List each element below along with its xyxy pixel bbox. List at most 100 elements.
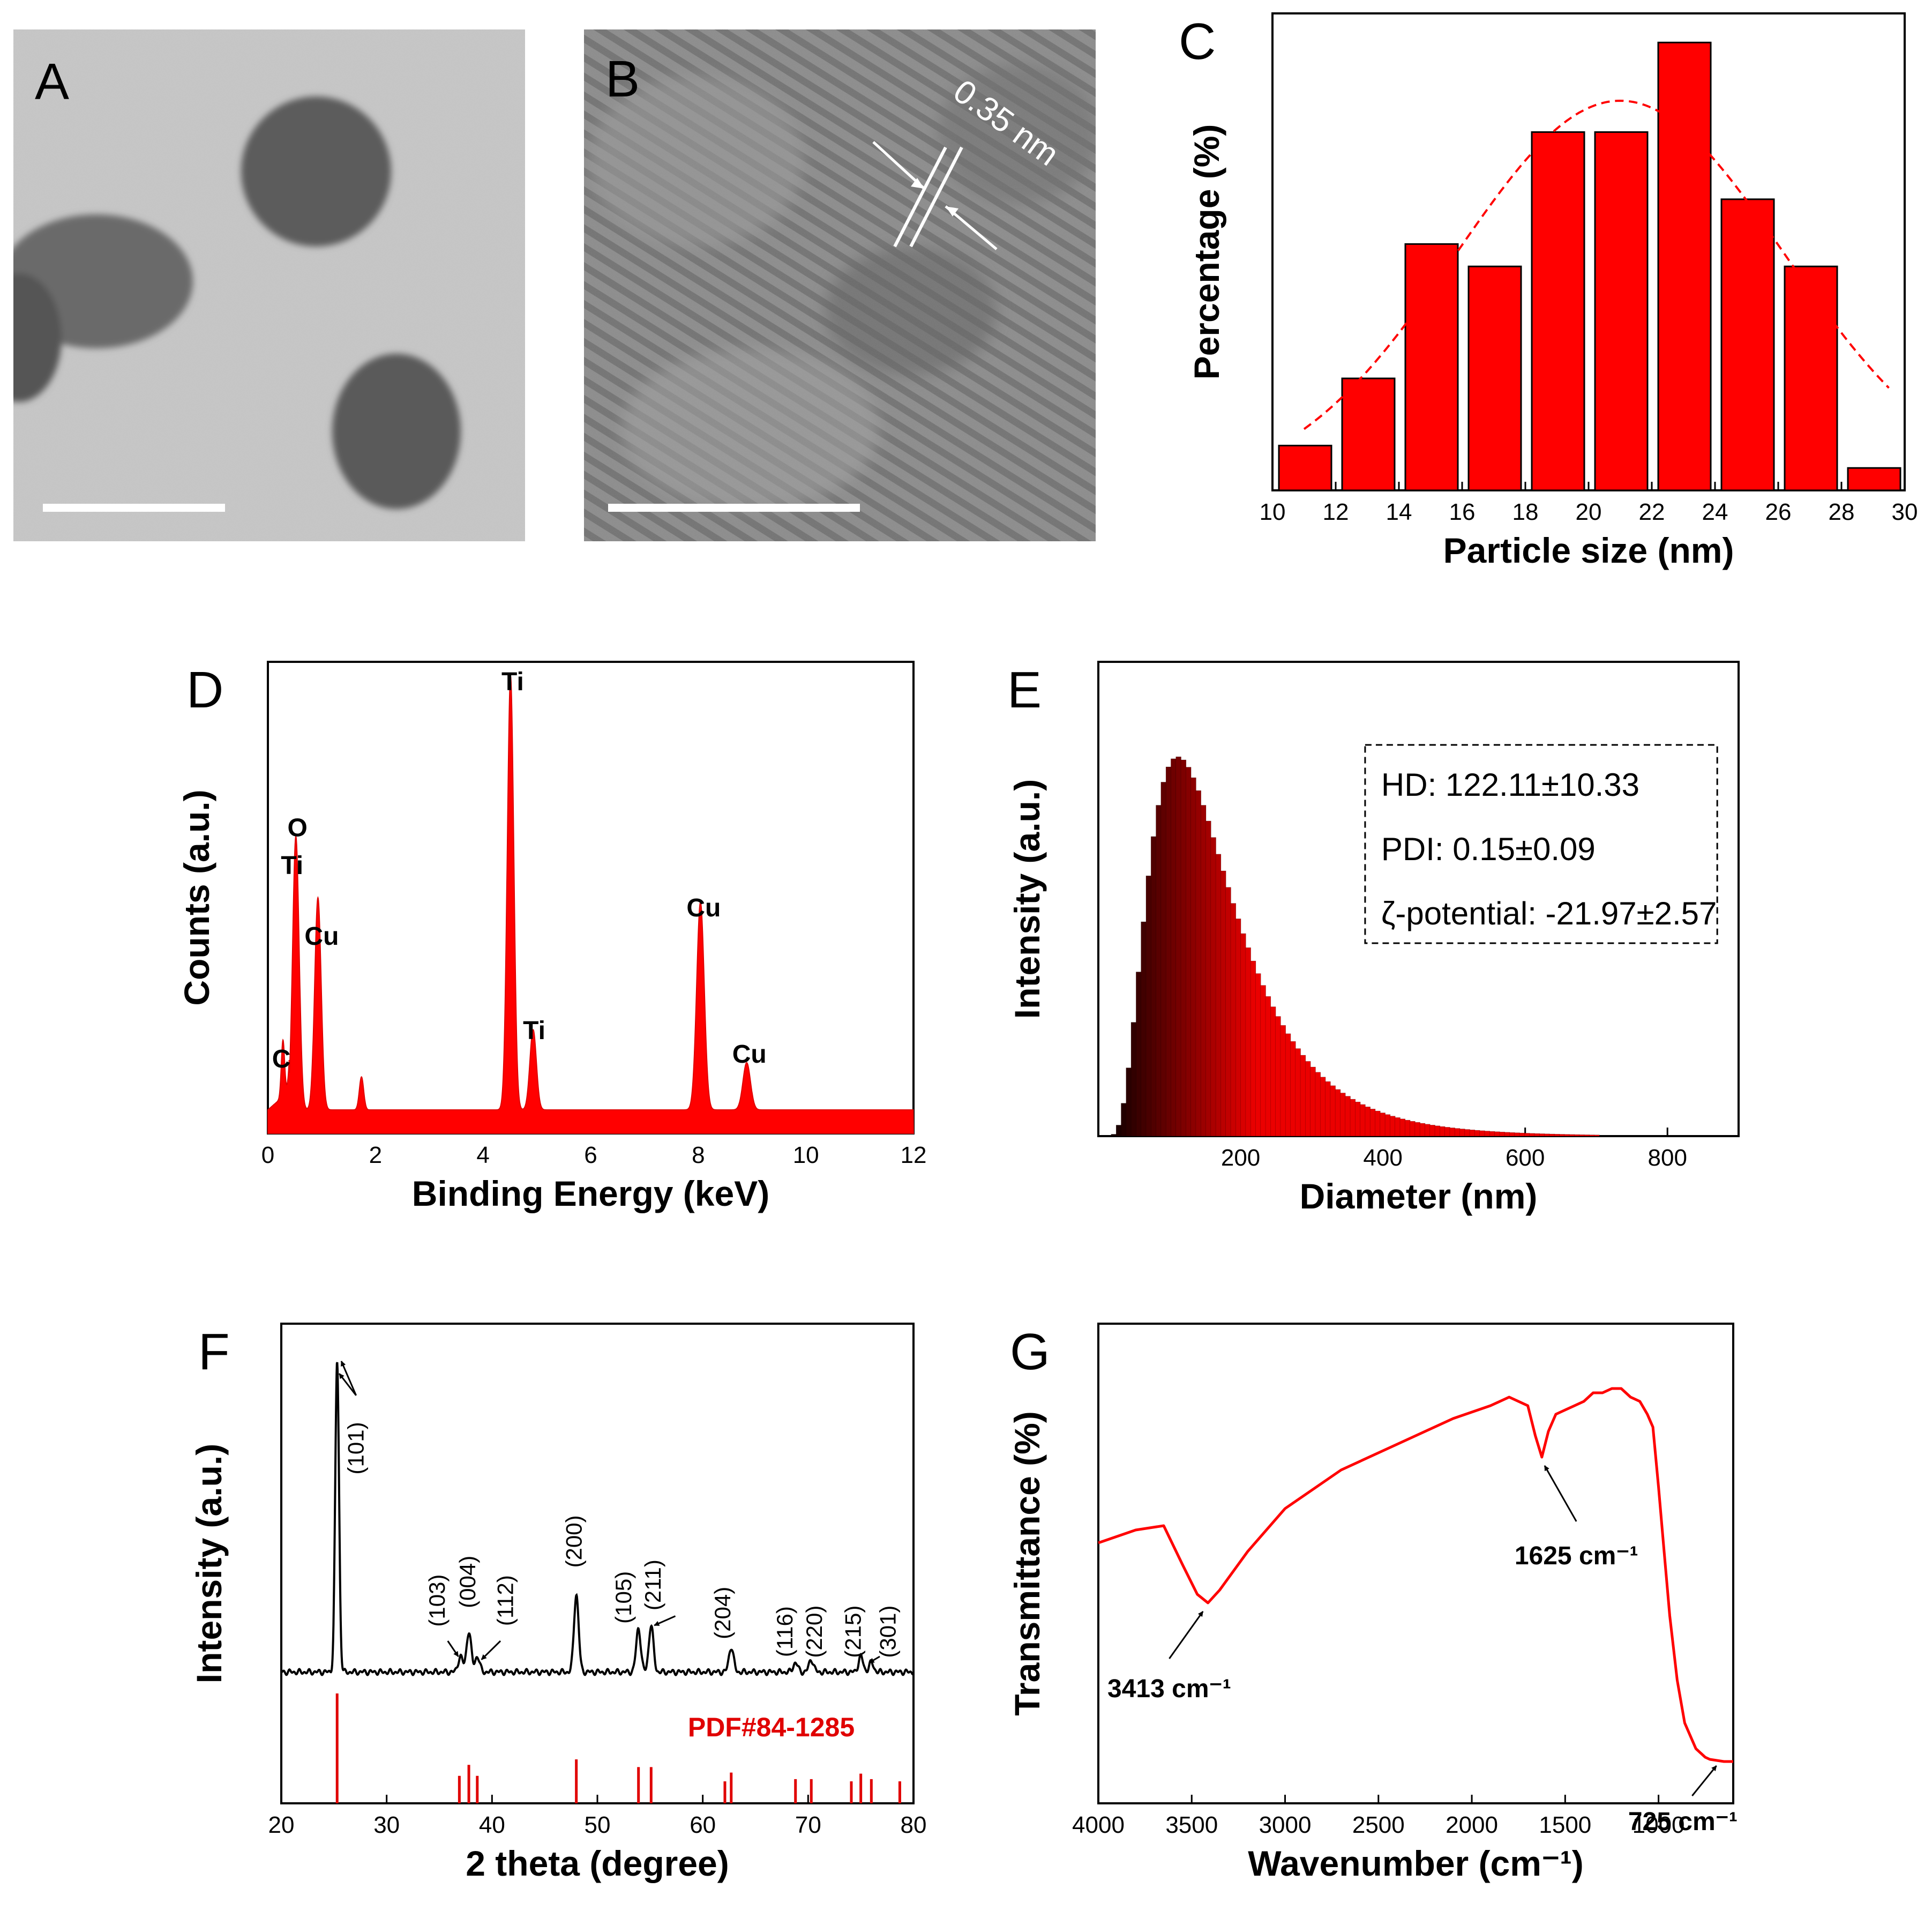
x-tick-label: 8	[692, 1142, 705, 1168]
distribution-bar	[1180, 759, 1187, 1137]
pointer-arrow	[338, 1373, 357, 1396]
x-tick-label: 40	[479, 1812, 505, 1838]
distribution-bar	[1534, 1133, 1540, 1137]
hkl-label: (112)	[493, 1575, 518, 1626]
distribution-bar	[1429, 1125, 1435, 1137]
histogram-bar	[1657, 41, 1712, 491]
y-axis-label: Counts (a.u.)	[177, 789, 216, 1005]
distribution-bar	[1220, 870, 1226, 1137]
distribution-bar	[1186, 767, 1192, 1137]
distribution-bar	[1190, 777, 1196, 1137]
distribution-bar	[1175, 756, 1181, 1137]
distribution-bar	[1305, 1061, 1311, 1137]
distribution-bar	[1410, 1121, 1416, 1137]
nanoparticles	[13, 96, 461, 509]
pointer-arrow	[447, 1640, 459, 1657]
distribution-bar	[1345, 1096, 1351, 1137]
distribution-bar	[1489, 1131, 1495, 1137]
distribution-bar	[1514, 1132, 1520, 1137]
gaussian-fit-line	[1303, 99, 1890, 430]
distribution-bar	[1310, 1066, 1316, 1137]
x-tick-label: 4	[476, 1142, 489, 1168]
x-tick-label: 2000	[1446, 1812, 1498, 1838]
distribution-bar	[1230, 903, 1237, 1137]
distribution-bar	[1285, 1033, 1291, 1137]
distribution-bar	[1145, 875, 1152, 1137]
x-tick-label: 14	[1386, 499, 1412, 525]
distribution-bar	[1165, 766, 1172, 1137]
distribution-bar	[1399, 1118, 1406, 1137]
spectrum-area	[267, 676, 915, 1134]
hkl-label: (004)	[455, 1556, 480, 1608]
distribution-bar	[1384, 1114, 1391, 1137]
distribution-bar	[1245, 947, 1251, 1137]
distribution-bar	[1549, 1133, 1555, 1137]
distribution-bar	[1150, 836, 1157, 1137]
hkl-label: (204)	[710, 1587, 735, 1639]
lattice-line	[909, 146, 963, 248]
peak-label: Ti	[501, 668, 524, 696]
pointer-arrow	[1691, 1765, 1717, 1796]
x-tick-label: 30	[1892, 499, 1918, 525]
xrd-pattern-line	[281, 1362, 914, 1676]
distribution-bar	[1275, 1016, 1281, 1137]
panel-letter: A	[35, 53, 69, 110]
y-axis-label: Transmittance (%)	[1007, 1411, 1047, 1715]
nanoparticle	[13, 273, 62, 402]
distribution-bar	[1504, 1132, 1510, 1137]
distribution-bar	[1464, 1129, 1470, 1137]
info-text: PDI: 0.15±0.09	[1381, 831, 1596, 867]
distribution-bar	[1260, 985, 1266, 1137]
x-tick-label: 22	[1639, 499, 1665, 525]
peak-label: C	[272, 1045, 291, 1073]
x-tick-label: 12	[901, 1142, 927, 1168]
distribution-bar	[1484, 1131, 1491, 1137]
distribution-bar	[1270, 1006, 1276, 1137]
x-tick-label: 600	[1506, 1145, 1545, 1171]
distribution-bar	[1360, 1104, 1366, 1137]
histogram-bar	[1594, 131, 1649, 491]
x-tick-label: 20	[1576, 499, 1602, 525]
info-box	[1364, 744, 1718, 944]
distribution-bar	[1315, 1072, 1321, 1137]
chart-d-eds-spectrum: 0 2 4 6 8 10 12 Binding Energy (keV) Counts (a.u…	[177, 661, 926, 1213]
reference-label: PDF#84-1285	[688, 1712, 855, 1742]
x-tick-label: 60	[690, 1812, 716, 1838]
chart-c-size-histogram: 10 12 14 16 18 20 22 24 26 28 30 Particle size (nm)…	[1179, 12, 1918, 570]
distribution-bar	[1335, 1089, 1341, 1137]
pointer-arrow	[1169, 1611, 1204, 1659]
chart-f-xrd-pattern: 20 30 40 50 60 70 80 2 theta (degree) Intensity …	[189, 1323, 926, 1883]
x-tick-label: 1000	[1633, 1812, 1685, 1838]
distribution-bar	[1459, 1129, 1465, 1137]
distribution-bar	[1390, 1116, 1396, 1137]
distribution-bar	[1449, 1128, 1456, 1137]
x-tick-label: 6	[584, 1142, 597, 1168]
distribution-bar	[1579, 1134, 1585, 1137]
scale-bar	[608, 504, 860, 512]
histogram-bar	[1784, 265, 1838, 491]
axes-frame	[1097, 1323, 1734, 1804]
x-tick-label: 10	[1260, 499, 1286, 525]
pointer-arrow	[340, 1361, 357, 1396]
distribution-bar	[1141, 921, 1147, 1137]
x-tick-label: 0	[261, 1142, 274, 1168]
y-axis-label: Intensity (a.u.)	[189, 1444, 229, 1683]
info-text: ζ-potential: -21.97±2.57	[1381, 895, 1717, 931]
distribution-bar	[1295, 1048, 1301, 1137]
distribution-bar	[1425, 1124, 1431, 1137]
distribution-bar	[1559, 1134, 1565, 1137]
distribution-bar	[1210, 837, 1216, 1137]
distribution-bar	[1320, 1077, 1326, 1137]
hkl-label: (101)	[343, 1422, 368, 1474]
peak-annotation: 725 cm⁻¹	[1628, 1808, 1738, 1836]
x-axis-label: 2 theta (degree)	[466, 1844, 729, 1883]
distribution-bar	[1499, 1131, 1505, 1137]
distribution-bar	[1195, 790, 1201, 1137]
x-tick-label: 26	[1765, 499, 1792, 525]
peak-label: Ti	[281, 852, 303, 880]
distribution-bar	[1594, 1135, 1600, 1137]
distribution-bar	[1160, 782, 1166, 1137]
distribution-bar	[1325, 1081, 1331, 1137]
x-tick-label: 10	[793, 1142, 819, 1168]
